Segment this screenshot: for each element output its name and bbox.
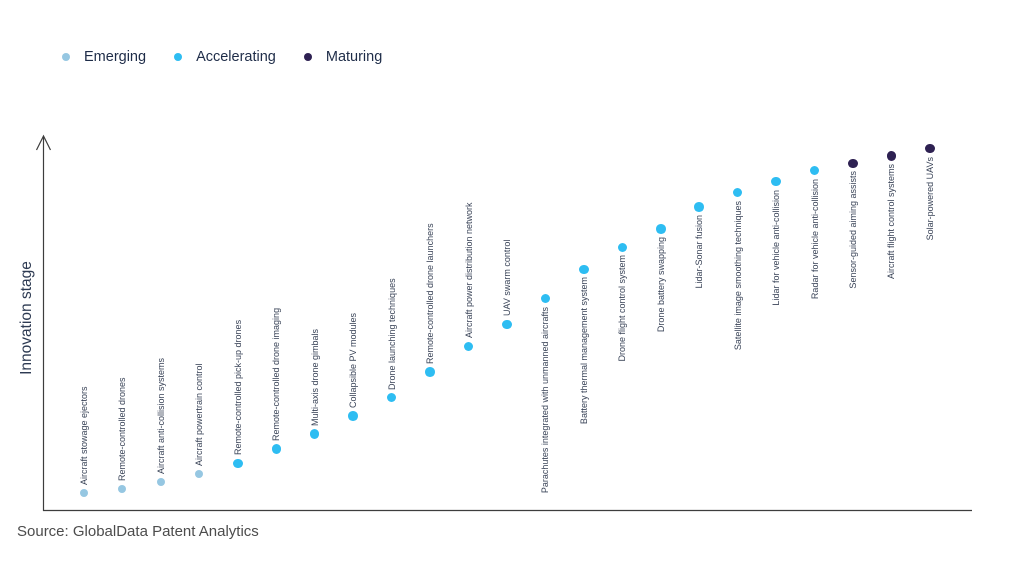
legend: Emerging Accelerating Maturing xyxy=(62,47,382,67)
data-point-label: Aircraft stowage ejectors xyxy=(79,386,89,485)
legend-dot-icon xyxy=(62,53,70,61)
data-point-label: Collapsible PV modules xyxy=(348,312,359,408)
data-point xyxy=(579,264,589,275)
data-point-label: Satellite image smoothing techniques xyxy=(732,200,743,350)
data-point-label: Parachutes integrated with unmanned airc… xyxy=(540,306,551,493)
legend-label: Accelerating xyxy=(196,49,276,65)
data-point xyxy=(233,458,243,469)
data-point xyxy=(348,411,358,421)
data-point xyxy=(694,202,704,212)
data-point-label: Remote-controlled drone launchers xyxy=(425,223,436,364)
data-point-label: Solar-powered UAVs xyxy=(924,156,935,241)
legend-item-accelerating: Accelerating xyxy=(174,49,276,65)
data-point xyxy=(848,158,858,169)
data-point xyxy=(309,429,320,439)
data-point-label: Aircraft powertrain control xyxy=(194,363,205,467)
data-point xyxy=(271,444,281,454)
data-point xyxy=(771,176,781,187)
data-point xyxy=(195,470,204,479)
data-point xyxy=(925,143,935,154)
data-point xyxy=(502,319,512,330)
data-point-label: Lidar for vehicle anti-collision xyxy=(771,189,782,306)
legend-label: Maturing xyxy=(325,49,383,65)
data-point-label: Remote-controlled drone imaging xyxy=(271,307,282,441)
data-point-label: Aircraft power distribution network xyxy=(463,202,474,339)
data-point xyxy=(656,224,666,234)
data-point-label: UAV swarm control xyxy=(501,239,512,317)
data-point xyxy=(809,165,820,176)
data-point xyxy=(425,367,435,377)
data-point xyxy=(886,151,897,161)
source-note: Source: GlobalData Patent Analytics xyxy=(17,523,259,540)
legend-label: Emerging xyxy=(84,49,147,65)
data-point xyxy=(617,242,628,253)
data-point xyxy=(80,488,88,497)
data-point-label: Sensor-guided aiming assists xyxy=(848,171,858,289)
data-point xyxy=(463,341,474,352)
data-point xyxy=(540,293,551,304)
data-point-label: Remote-controlled pick-up drones xyxy=(232,320,243,456)
data-point xyxy=(156,477,165,486)
data-point-label: Radar for vehicle anti-collision xyxy=(809,178,820,299)
data-point xyxy=(118,485,127,494)
legend-item-emerging: Emerging xyxy=(62,49,146,65)
legend-item-maturing: Maturing xyxy=(303,49,383,65)
data-point-label: Drone battery swapping xyxy=(655,237,666,333)
data-point-label: Remote-controlled drones xyxy=(117,377,128,482)
data-point-label: Aircraft flight control systems xyxy=(886,163,897,279)
data-point-label: Multi-axis drone gimbals xyxy=(309,329,320,427)
data-point-label: Battery thermal management system xyxy=(578,277,589,425)
data-point xyxy=(732,187,743,198)
data-point-label: Lidar-Sonar fusion xyxy=(694,215,705,289)
data-point xyxy=(386,392,397,403)
data-point-label: Aircraft anti-collision systems xyxy=(155,357,166,474)
legend-dot-icon xyxy=(174,53,183,61)
data-point-label: Drone flight control system xyxy=(617,255,628,363)
legend-dot-icon xyxy=(303,53,312,61)
data-point-label: Drone launching techniques xyxy=(386,277,397,390)
